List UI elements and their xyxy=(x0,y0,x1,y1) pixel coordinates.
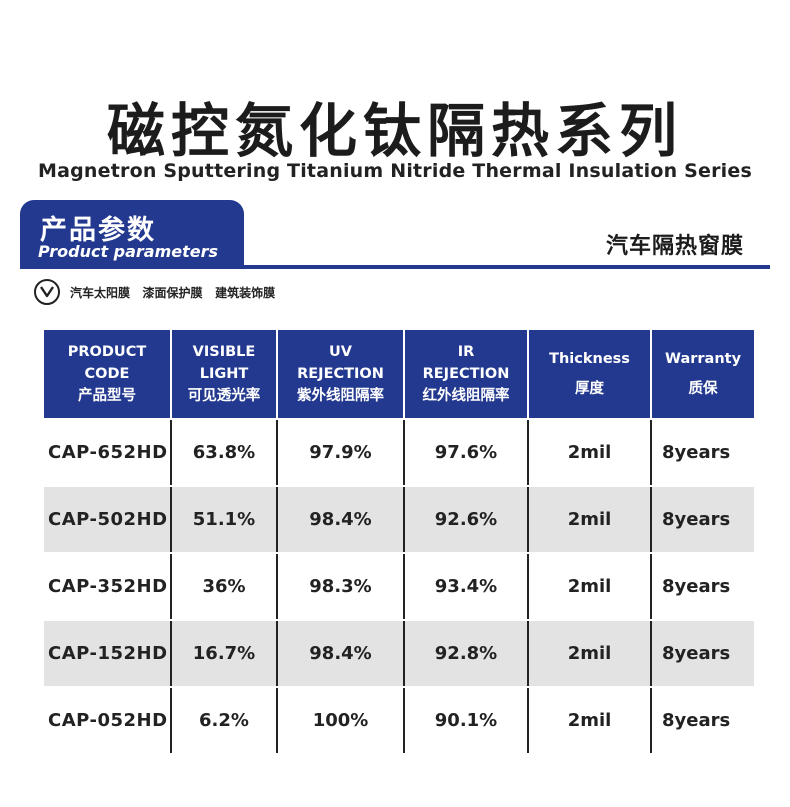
cell-product-code: CAP-652HD xyxy=(42,418,172,487)
cell-warranty: 8years xyxy=(650,485,756,554)
spec-table: PRODUCT CODE 产品型号 VISIBLE LIGHT 可见透光率 UV… xyxy=(42,328,756,755)
header-visible-light: VISIBLE LIGHT 可见透光率 xyxy=(170,328,278,420)
cell-ir-rejection: 93.4% xyxy=(403,552,529,621)
cell-ir-rejection: 92.6% xyxy=(403,485,529,554)
params-title-cn: 产品参数 xyxy=(40,215,156,246)
header-product-code: PRODUCT CODE 产品型号 xyxy=(42,328,172,420)
header-uv-rejection: UV REJECTION 紫外线阻隔率 xyxy=(276,328,405,420)
cell-uv-rejection: 98.4% xyxy=(276,485,405,554)
cell-visible-light: 63.8% xyxy=(170,418,278,487)
cell-ir-rejection: 92.8% xyxy=(403,619,529,688)
cell-ir-rejection: 97.6% xyxy=(403,418,529,487)
table-row: CAP-352HD 36% 98.3% 93.4% 2mil 8years xyxy=(42,552,756,621)
cell-product-code: CAP-152HD xyxy=(42,619,172,688)
cell-warranty: 8years xyxy=(650,552,756,621)
cell-thickness: 2mil xyxy=(527,485,652,554)
cell-uv-rejection: 98.4% xyxy=(276,619,405,688)
cell-thickness: 2mil xyxy=(527,686,652,755)
table-row: CAP-052HD 6.2% 100% 90.1% 2mil 8years xyxy=(42,686,756,755)
params-title-en: Product parameters xyxy=(38,242,219,261)
cell-warranty: 8years xyxy=(650,418,756,487)
product-parameters-tab: 产品参数 Product parameters xyxy=(20,200,244,268)
cell-visible-light: 16.7% xyxy=(170,619,278,688)
chevron-down-circle-icon xyxy=(34,279,60,305)
cell-uv-rejection: 97.9% xyxy=(276,418,405,487)
table-row: CAP-652HD 63.8% 97.9% 97.6% 2mil 8years xyxy=(42,418,756,487)
cell-uv-rejection: 100% xyxy=(276,686,405,755)
cell-product-code: CAP-502HD xyxy=(42,485,172,554)
page-title: 磁控氮化钛隔热系列 xyxy=(106,97,683,165)
header-warranty: Warranty 质保 xyxy=(650,328,756,420)
page-subtitle: Magnetron Sputtering Titanium Nitride Th… xyxy=(37,160,752,182)
cell-product-code: CAP-052HD xyxy=(42,686,172,755)
cell-visible-light: 51.1% xyxy=(170,485,278,554)
header-thickness: Thickness 厚度 xyxy=(527,328,652,420)
cell-warranty: 8years xyxy=(650,619,756,688)
cell-thickness: 2mil xyxy=(527,552,652,621)
applications-row: 汽车太阳膜 漆面保护膜 建筑装饰膜 xyxy=(34,278,275,306)
cell-thickness: 2mil xyxy=(527,619,652,688)
applications-list: 汽车太阳膜 漆面保护膜 建筑装饰膜 xyxy=(70,285,276,300)
table-row: CAP-502HD 51.1% 98.4% 92.6% 2mil 8years xyxy=(42,485,756,554)
cell-product-code: CAP-352HD xyxy=(42,552,172,621)
category-label: 汽车隔热窗膜 xyxy=(605,234,744,259)
table-row: CAP-152HD 16.7% 98.4% 92.8% 2mil 8years xyxy=(42,619,756,688)
cell-warranty: 8years xyxy=(650,686,756,755)
cell-thickness: 2mil xyxy=(527,418,652,487)
cell-ir-rejection: 90.1% xyxy=(403,686,529,755)
header-ir-rejection: IR REJECTION 红外线阻隔率 xyxy=(403,328,529,420)
cell-uv-rejection: 98.3% xyxy=(276,552,405,621)
cell-visible-light: 36% xyxy=(170,552,278,621)
table-header-row: PRODUCT CODE 产品型号 VISIBLE LIGHT 可见透光率 UV… xyxy=(42,328,756,420)
header-divider xyxy=(20,265,770,269)
cell-visible-light: 6.2% xyxy=(170,686,278,755)
